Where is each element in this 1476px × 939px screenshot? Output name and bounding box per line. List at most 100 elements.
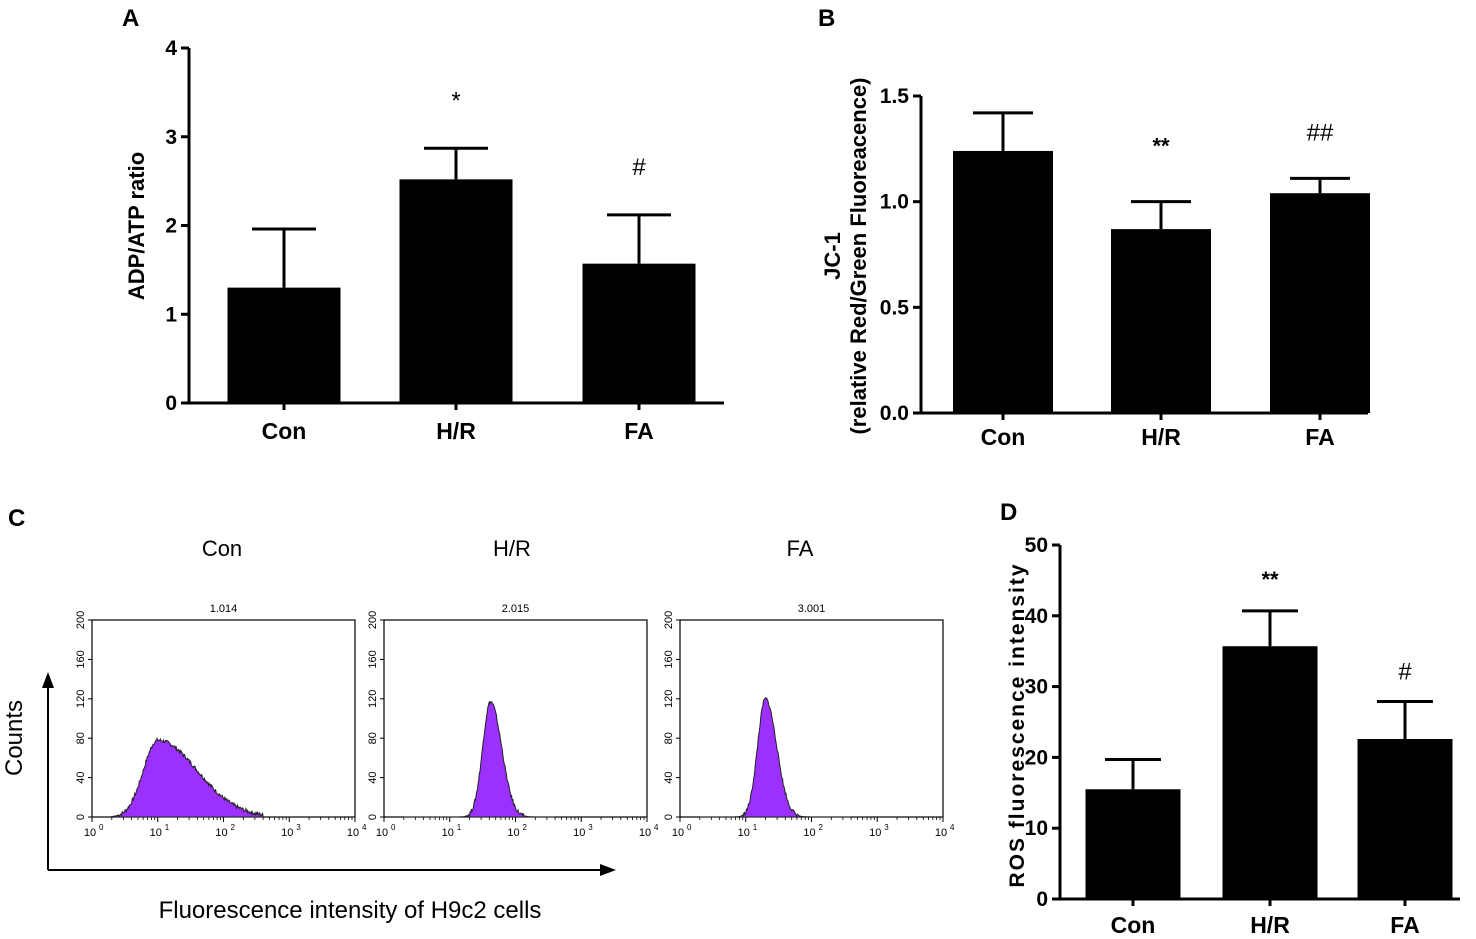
- histogram-x-tick-exp: 4: [362, 823, 367, 832]
- histogram-title: H/R: [493, 536, 531, 561]
- histogram-x-tick-base: 10: [347, 827, 359, 839]
- y-tick-label: 0.5: [880, 296, 910, 319]
- histogram-value-label: 3.001: [798, 603, 826, 615]
- histogram-x-tick-base: 10: [573, 827, 585, 839]
- category-label: Con: [1111, 912, 1156, 938]
- histogram-y-tick-label: 40: [663, 771, 675, 783]
- panel-a-ylabel: ADP/ATP ratio: [124, 152, 149, 300]
- histogram-y-tick-label: 160: [367, 650, 379, 668]
- histogram-x-tick-base: 10: [150, 827, 162, 839]
- y-tick-label: 2: [165, 215, 177, 238]
- histogram-y-tick-label: 0: [367, 814, 379, 820]
- bar-con: [953, 150, 1053, 414]
- category-label: H/R: [1141, 424, 1181, 450]
- histogram-x-tick-exp: 2: [819, 823, 824, 832]
- panel-b-ylabel-2: (relative Red/Green Fluoreacence): [846, 77, 871, 434]
- histogram-y-tick-label: 0: [663, 814, 675, 820]
- y-tick-label: 50: [1025, 534, 1048, 557]
- histogram-y-tick-label: 120: [75, 690, 87, 708]
- histogram-curve: [699, 696, 851, 818]
- y-tick-label: 30: [1025, 676, 1048, 699]
- y-tick-label: 1.5: [880, 85, 910, 108]
- panel-c-ylabel: Counts: [1, 700, 28, 776]
- histogram-x-tick-base: 10: [869, 827, 881, 839]
- significance-marker: **: [1152, 134, 1170, 159]
- histogram-y-tick-label: 200: [367, 611, 379, 629]
- panel-label-b: B: [818, 5, 835, 32]
- panel-a-chart: 0 1 2 3 4 Con H/R * FA #: [165, 37, 724, 444]
- category-label: FA: [1390, 912, 1419, 938]
- histogram-y-tick-label: 40: [367, 771, 379, 783]
- histogram-x-tick-exp: 3: [588, 823, 593, 832]
- bar-con: [227, 287, 341, 403]
- histogram-y-tick-label: 160: [663, 650, 675, 668]
- panel-c-xlabel: Fluorescence intensity of H9c2 cells: [159, 897, 542, 924]
- significance-marker: *: [451, 87, 460, 114]
- y-tick-label: 0: [165, 392, 177, 415]
- histogram-x-tick-base: 10: [442, 827, 454, 839]
- histogram-curve: [403, 700, 555, 819]
- histogram-x-tick-exp: 3: [296, 823, 301, 832]
- bar-fa: [1357, 738, 1453, 899]
- significance-marker: **: [1261, 567, 1279, 592]
- histogram-curve: [111, 737, 264, 818]
- y-tick-label: 1: [165, 303, 177, 326]
- histogram-y-tick-label: 120: [663, 690, 675, 708]
- histogram-y-tick-label: 80: [663, 732, 675, 744]
- histogram-frame: [383, 619, 648, 818]
- histogram-x-tick-base: 10: [507, 827, 519, 839]
- y-tick-label: 0: [1036, 888, 1048, 911]
- panel-d-chart: 0 10 20 30 40 50 Con H/R ** FA #: [1025, 534, 1460, 938]
- significance-marker: ##: [1307, 119, 1334, 146]
- bar-hr: [1222, 646, 1318, 899]
- histogram-x-tick-exp: 3: [884, 823, 889, 832]
- histogram-x-tick-exp: 0: [687, 823, 692, 832]
- histogram-title: Con: [202, 536, 242, 561]
- histogram-x-tick-exp: 1: [753, 823, 758, 832]
- histogram-y-tick-label: 200: [75, 611, 87, 629]
- histogram-y-tick-label: 80: [367, 732, 379, 744]
- bar-hr: [1111, 229, 1211, 413]
- y-tick-label: 3: [165, 126, 177, 149]
- panel-c-intensity-arrowhead: [600, 864, 616, 876]
- significance-marker: #: [632, 154, 646, 181]
- y-tick-label: 20: [1025, 746, 1048, 769]
- y-tick-label: 0.0: [880, 402, 909, 425]
- histogram-y-tick-label: 120: [367, 690, 379, 708]
- histogram-frame: [679, 619, 944, 818]
- histogram-frame: [91, 619, 356, 818]
- category-label: H/R: [436, 418, 476, 444]
- bar-hr: [399, 179, 513, 403]
- bar-fa: [582, 263, 696, 403]
- histogram-y-tick-label: 40: [75, 771, 87, 783]
- histogram-y-tick-label: 160: [75, 650, 87, 668]
- bar-fa: [1270, 193, 1370, 413]
- histogram-x-tick-base: 10: [672, 827, 684, 839]
- panel-d-ylabel: ROS fluorescence intensity: [1006, 562, 1029, 887]
- panel-label-c: C: [8, 505, 25, 532]
- histogram-x-tick-exp: 0: [391, 823, 396, 832]
- histogram-x-tick-base: 10: [84, 827, 96, 839]
- bar-con: [1085, 789, 1181, 899]
- significance-marker: #: [1398, 658, 1412, 685]
- category-label: Con: [981, 424, 1026, 450]
- panel-b-chart: 0.0 0.5 1.0 1.5 Con H/R ** FA ##: [880, 85, 1370, 450]
- histogram-value-label: 2.015: [502, 603, 530, 615]
- histogram-x-tick-base: 10: [639, 827, 651, 839]
- histogram-x-tick-exp: 1: [165, 823, 170, 832]
- histogram-x-tick-exp: 2: [231, 823, 236, 832]
- histogram-x-tick-base: 10: [215, 827, 227, 839]
- histogram-y-tick-label: 80: [75, 732, 87, 744]
- histogram-x-tick-exp: 4: [654, 823, 659, 832]
- histogram-y-tick-label: 200: [663, 611, 675, 629]
- histogram-x-tick-base: 10: [376, 827, 388, 839]
- panel-c-counts-arrowhead: [42, 672, 54, 688]
- histogram-x-tick-exp: 4: [950, 823, 955, 832]
- histogram-x-tick-base: 10: [281, 827, 293, 839]
- histogram-value-label: 1.014: [210, 603, 238, 615]
- category-label: FA: [1305, 424, 1334, 450]
- category-label: H/R: [1250, 912, 1290, 938]
- y-tick-label: 4: [165, 37, 177, 60]
